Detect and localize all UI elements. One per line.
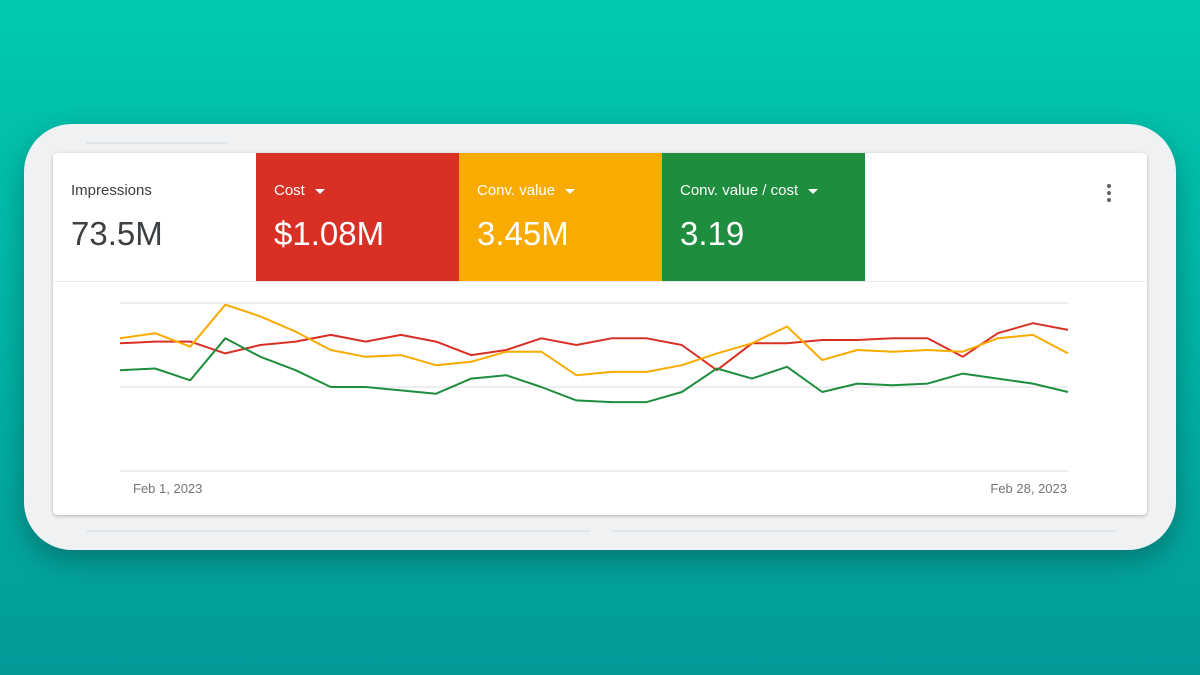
chart-grid bbox=[120, 302, 1068, 472]
performance-chart: Feb 1, 2023 Feb 28, 2023 bbox=[119, 302, 1069, 496]
scorecard-impressions[interactable]: Impressions 73.5M bbox=[53, 153, 256, 281]
scorecard-label: Impressions bbox=[71, 182, 152, 199]
x-tick-label-start: Feb 1, 2023 bbox=[133, 481, 202, 496]
menu-dot bbox=[1107, 184, 1111, 188]
dropdown-arrow-icon[interactable] bbox=[314, 188, 325, 194]
scorecard-label: Conv. value / cost bbox=[680, 182, 865, 200]
series-line-1 bbox=[119, 303, 1069, 377]
scorecard-value: 3.19 bbox=[680, 215, 745, 252]
series-line-0 bbox=[119, 322, 1069, 372]
series-line-2 bbox=[119, 337, 1069, 404]
scorecard-conv-value-per-cost[interactable]: Conv. value / cost 3.19 bbox=[662, 153, 865, 281]
scorecard-value: 3.45M bbox=[477, 215, 569, 252]
chart-series bbox=[119, 303, 1069, 404]
menu-dot bbox=[1107, 191, 1111, 195]
dropdown-arrow-icon[interactable] bbox=[565, 188, 576, 194]
frame-divider-bottom-right bbox=[612, 530, 1116, 532]
scorecard-conv-value[interactable]: Conv. value 3.45M bbox=[459, 153, 662, 281]
scorecard-label: Conv. value bbox=[477, 182, 662, 200]
frame-divider-top bbox=[86, 142, 228, 144]
scorecard-divider bbox=[53, 281, 1147, 282]
scorecard-cost[interactable]: Cost $1.08M bbox=[256, 153, 459, 281]
menu-dot bbox=[1107, 198, 1111, 202]
scorecard-value: $1.08M bbox=[274, 215, 385, 252]
scorecard-row: Impressions 73.5M Cost $1.08M Conv. valu… bbox=[53, 153, 865, 281]
frame-divider-bottom-left bbox=[86, 530, 590, 532]
scorecard-value: 73.5M bbox=[71, 215, 163, 252]
more-vert-icon[interactable] bbox=[1097, 179, 1121, 207]
performance-card: Impressions 73.5M Cost $1.08M Conv. valu… bbox=[53, 153, 1147, 515]
dropdown-arrow-icon[interactable] bbox=[808, 188, 819, 194]
scorecard-label: Cost bbox=[274, 182, 459, 200]
x-tick-label-end: Feb 28, 2023 bbox=[990, 481, 1067, 496]
